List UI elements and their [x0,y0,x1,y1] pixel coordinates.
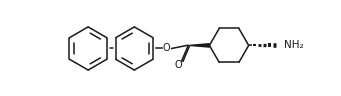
Text: NH₂: NH₂ [284,40,303,50]
Polygon shape [190,44,209,47]
Text: O: O [163,43,170,53]
Text: O: O [174,60,182,70]
